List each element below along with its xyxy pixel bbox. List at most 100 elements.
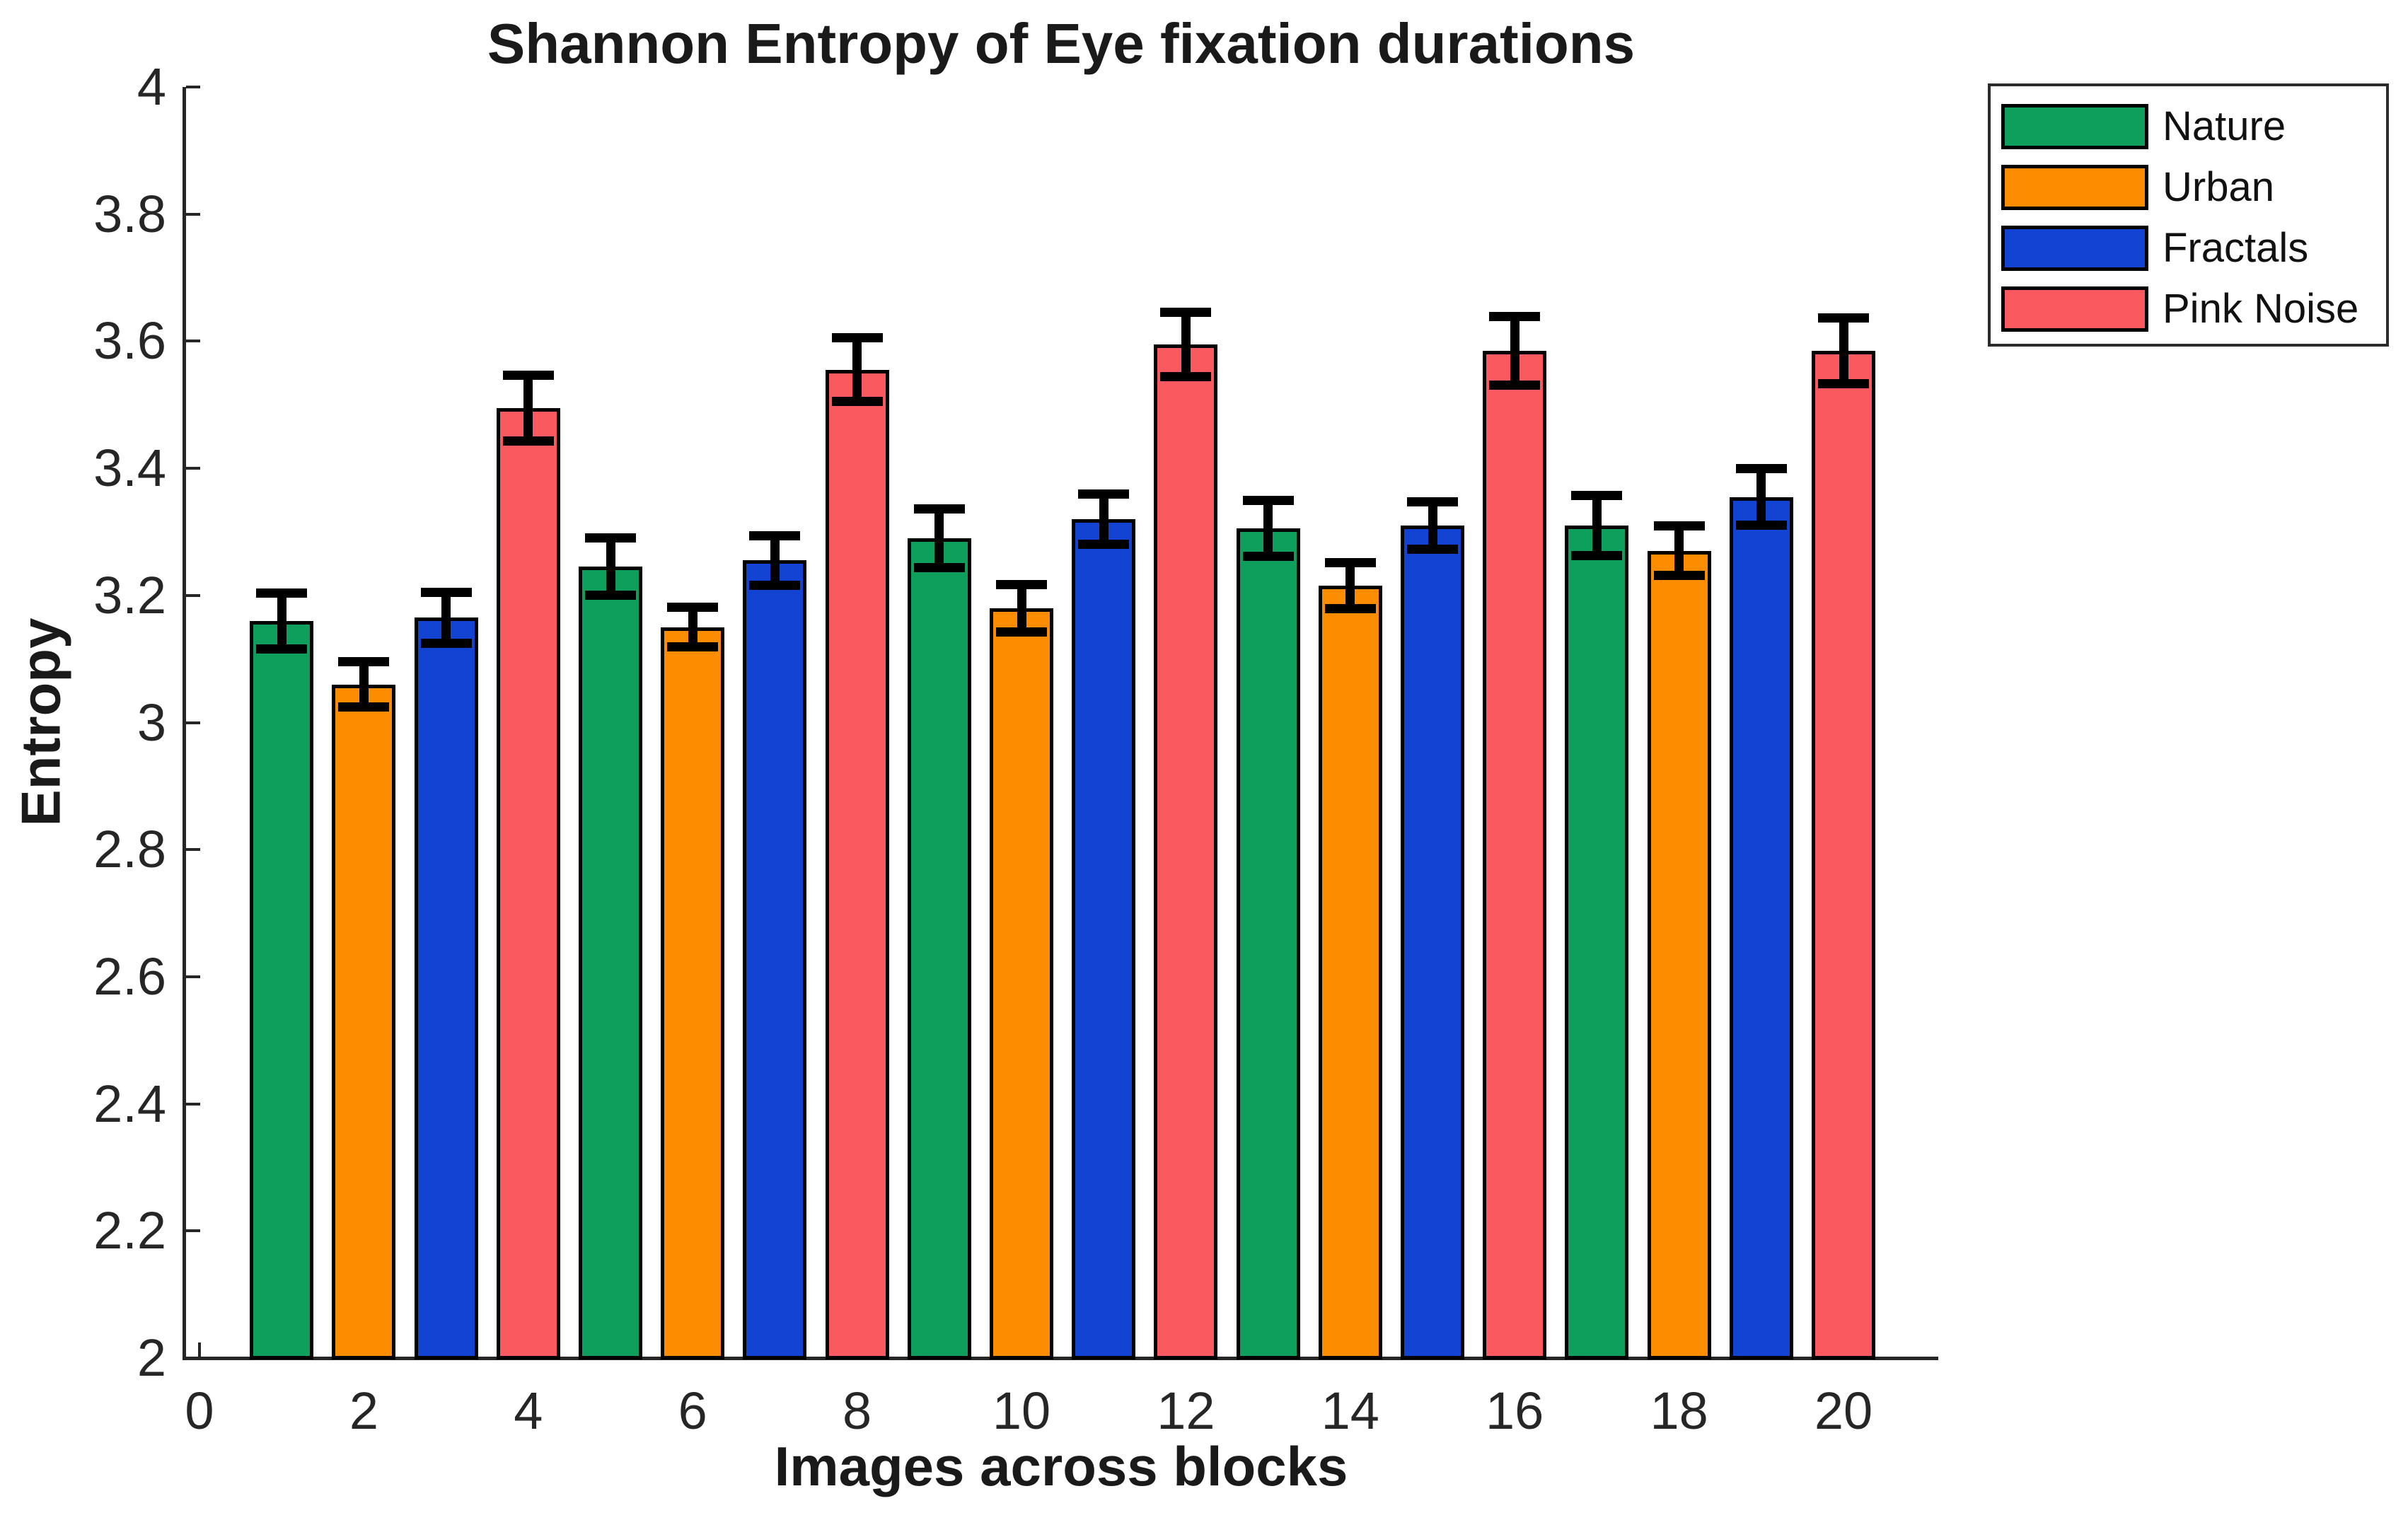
legend-box: Nature Urban Fractals Pink Noise [1988, 83, 2389, 347]
error-bar-line [1181, 312, 1191, 377]
x-tick-label: 12 [1157, 1381, 1215, 1440]
error-bar-cap-upper [749, 530, 801, 540]
bar-fractals-15 [1401, 525, 1464, 1359]
bar-urban-18 [1647, 550, 1711, 1359]
y-tick-label: 4 [137, 57, 166, 116]
error-bar-cap-upper [256, 588, 308, 598]
error-bar-cap-upper [913, 504, 965, 514]
error-bar-line [1017, 584, 1026, 632]
error-bar-cap-lower [502, 436, 554, 446]
bar-fractals-19 [1729, 497, 1793, 1359]
legend-item-nature: Nature [2001, 96, 2386, 157]
x-tick-label: 8 [843, 1381, 872, 1440]
y-tick-label: 3.4 [93, 439, 166, 498]
error-bar-cap-lower [913, 562, 965, 572]
y-tick-mark [186, 848, 200, 852]
error-bar-cap-lower [831, 397, 883, 407]
error-bar-line [1839, 318, 1848, 384]
y-tick-mark [186, 212, 200, 216]
x-tick-label: 6 [678, 1381, 707, 1440]
y-tick-label: 2.6 [93, 946, 166, 1006]
error-bar-line [1099, 494, 1109, 545]
error-bar-cap-upper [996, 580, 1047, 590]
legend-swatch-nature [2001, 104, 2148, 149]
error-bar-line [770, 535, 780, 586]
error-bar-cap-upper [1407, 497, 1458, 507]
error-bar-cap-upper [585, 533, 636, 543]
error-bar-cap-lower [1818, 379, 1869, 389]
x-axis-label: Images across blocks [774, 1435, 1348, 1497]
y-tick-label: 3.6 [93, 311, 166, 371]
error-bar-line [1263, 500, 1273, 557]
y-tick-label: 3.8 [93, 184, 166, 243]
bar-nature-9 [907, 538, 971, 1359]
legend-item-fractals: Fractals [2001, 218, 2386, 279]
bar-nature-1 [250, 620, 314, 1359]
error-bar-line [441, 592, 451, 644]
y-axis-spine [183, 87, 186, 1360]
bar-fractals-11 [1072, 518, 1136, 1359]
error-bar-cap-lower [420, 638, 472, 648]
error-bar-line [523, 375, 533, 441]
error-bar-line [852, 337, 862, 402]
x-axis-spine [183, 1357, 1938, 1360]
error-bar-line [1345, 562, 1355, 609]
bar-urban-2 [332, 684, 396, 1359]
bar-nature-5 [579, 567, 642, 1359]
legend-label: Nature [2163, 103, 2286, 149]
y-tick-label: 2 [137, 1328, 166, 1387]
error-bar-cap-upper [1571, 491, 1623, 501]
bar-urban-14 [1318, 586, 1382, 1359]
error-bar-line [1510, 316, 1520, 385]
y-tick-mark [186, 86, 200, 88]
error-bar-line [1674, 526, 1684, 576]
bar-nature-13 [1236, 528, 1300, 1359]
y-tick-mark [186, 1229, 200, 1233]
legend-item-pink-noise: Pink Noise [2001, 279, 2386, 340]
bar-fractals-7 [743, 560, 807, 1359]
error-bar-line [1428, 501, 1437, 550]
error-bar-line [359, 661, 369, 707]
bar-pink-noise-16 [1483, 350, 1547, 1359]
error-bar-line [688, 607, 697, 647]
x-tick-label: 0 [185, 1381, 214, 1440]
x-tick-label: 14 [1321, 1381, 1379, 1440]
legend-swatch-pink-noise [2001, 286, 2148, 332]
error-bar-cap-upper [1818, 313, 1869, 323]
error-bar-cap-lower [1489, 380, 1541, 390]
error-bar-cap-lower [1735, 521, 1787, 530]
x-tick-label: 10 [992, 1381, 1051, 1440]
error-bar-cap-lower [1242, 552, 1294, 562]
x-tick-label: 20 [1814, 1381, 1873, 1440]
error-bar-cap-upper [502, 370, 554, 380]
y-tick-mark [186, 1357, 200, 1359]
bar-pink-noise-8 [825, 369, 889, 1359]
error-bar-line [277, 593, 286, 649]
bar-urban-6 [661, 627, 725, 1359]
error-bar-cap-lower [667, 642, 719, 652]
bar-nature-17 [1565, 525, 1629, 1359]
error-bar-cap-lower [1078, 540, 1130, 550]
y-tick-mark [186, 593, 200, 597]
x-tick-label: 4 [514, 1381, 543, 1440]
error-bar-cap-lower [996, 627, 1047, 637]
y-tick-mark [186, 467, 200, 470]
error-bar-cap-upper [1078, 489, 1130, 499]
y-tick-label: 2.2 [93, 1201, 166, 1260]
x-tick-label: 2 [349, 1381, 378, 1440]
y-tick-mark [186, 721, 200, 724]
error-bar-cap-upper [667, 603, 719, 613]
x-tick-label: 16 [1486, 1381, 1544, 1440]
legend-label: Fractals [2163, 225, 2309, 271]
error-bar-cap-upper [1735, 463, 1787, 473]
error-bar-cap-upper [420, 587, 472, 597]
error-bar-cap-upper [831, 333, 883, 343]
error-bar-cap-upper [1160, 307, 1212, 317]
y-tick-label: 2.8 [93, 820, 166, 879]
error-bar-cap-upper [1324, 558, 1376, 568]
error-bar-cap-upper [338, 656, 390, 666]
y-tick-mark [186, 975, 200, 978]
error-bar-cap-lower [1324, 604, 1376, 614]
bar-urban-10 [990, 608, 1053, 1359]
